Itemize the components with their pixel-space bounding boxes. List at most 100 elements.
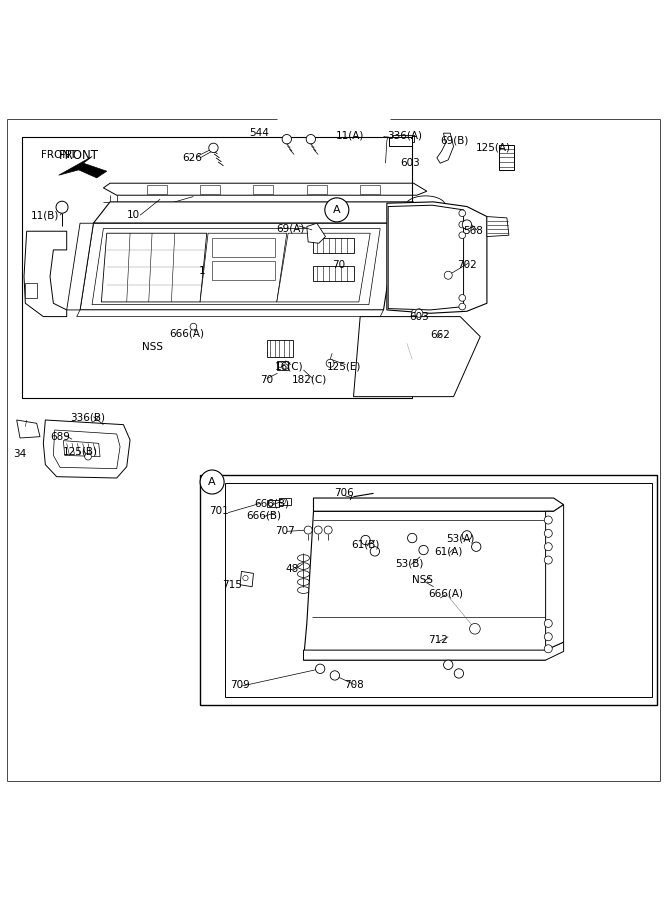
Text: 182(C): 182(C) xyxy=(292,374,327,384)
Circle shape xyxy=(361,536,370,544)
Text: 53(B): 53(B) xyxy=(396,558,424,569)
Text: 53(A): 53(A) xyxy=(446,533,474,543)
Text: 666(B): 666(B) xyxy=(246,510,281,520)
Text: 70: 70 xyxy=(260,375,273,385)
Polygon shape xyxy=(267,340,293,356)
Circle shape xyxy=(315,664,325,673)
Polygon shape xyxy=(200,184,220,194)
Polygon shape xyxy=(240,572,253,587)
Polygon shape xyxy=(53,430,120,469)
Text: 336(B): 336(B) xyxy=(71,413,105,423)
Text: 61(A): 61(A) xyxy=(434,546,462,556)
Text: 34: 34 xyxy=(13,449,27,459)
Text: 603: 603 xyxy=(400,158,420,168)
Circle shape xyxy=(544,516,552,524)
Circle shape xyxy=(462,220,472,230)
Circle shape xyxy=(190,323,197,330)
Text: 715: 715 xyxy=(222,580,242,590)
Circle shape xyxy=(209,143,218,152)
Circle shape xyxy=(459,294,466,302)
Text: 708: 708 xyxy=(344,680,364,689)
Circle shape xyxy=(330,670,340,680)
Circle shape xyxy=(243,575,248,580)
Text: 706: 706 xyxy=(334,489,354,499)
Circle shape xyxy=(459,210,466,217)
Circle shape xyxy=(544,543,552,551)
Polygon shape xyxy=(200,233,287,302)
Circle shape xyxy=(408,534,417,543)
Polygon shape xyxy=(313,498,564,511)
Text: 61(B): 61(B) xyxy=(352,540,380,550)
Text: 336(A): 336(A) xyxy=(388,130,422,140)
Polygon shape xyxy=(267,500,279,507)
Text: FRONT: FRONT xyxy=(41,150,76,160)
Circle shape xyxy=(459,232,466,239)
Text: 603: 603 xyxy=(409,311,429,321)
Polygon shape xyxy=(101,233,207,302)
Bar xyxy=(200,474,657,705)
Text: 1: 1 xyxy=(199,266,205,276)
Bar xyxy=(212,261,275,280)
Polygon shape xyxy=(80,223,397,310)
Text: 544: 544 xyxy=(249,128,269,139)
Circle shape xyxy=(544,644,552,652)
Polygon shape xyxy=(303,642,564,660)
Polygon shape xyxy=(437,133,454,163)
Circle shape xyxy=(470,624,480,634)
Polygon shape xyxy=(313,238,354,253)
Circle shape xyxy=(444,271,452,279)
Polygon shape xyxy=(354,317,480,397)
Circle shape xyxy=(325,198,349,222)
Polygon shape xyxy=(103,184,427,195)
Text: 709: 709 xyxy=(230,680,250,689)
Polygon shape xyxy=(389,137,412,146)
Circle shape xyxy=(200,470,224,494)
Text: 568: 568 xyxy=(464,226,484,236)
Text: 666(B): 666(B) xyxy=(255,499,289,508)
Polygon shape xyxy=(487,217,509,237)
Text: 666(A): 666(A) xyxy=(428,589,463,598)
Polygon shape xyxy=(313,266,354,281)
Polygon shape xyxy=(253,184,273,194)
Polygon shape xyxy=(392,135,414,142)
Circle shape xyxy=(56,202,68,213)
Bar xyxy=(225,483,652,697)
Circle shape xyxy=(280,499,285,504)
Text: 69(B): 69(B) xyxy=(441,136,469,146)
Circle shape xyxy=(277,362,283,367)
Circle shape xyxy=(544,529,552,537)
Polygon shape xyxy=(388,205,464,310)
Circle shape xyxy=(268,500,273,506)
Circle shape xyxy=(459,221,466,228)
Polygon shape xyxy=(307,184,327,194)
Circle shape xyxy=(283,364,288,369)
Text: 48: 48 xyxy=(285,563,299,573)
Polygon shape xyxy=(360,184,380,194)
Circle shape xyxy=(444,660,453,670)
Polygon shape xyxy=(92,229,380,304)
Text: A: A xyxy=(208,477,216,487)
Polygon shape xyxy=(411,309,420,320)
Polygon shape xyxy=(279,498,291,505)
Circle shape xyxy=(324,526,332,534)
Circle shape xyxy=(306,134,315,144)
Polygon shape xyxy=(546,505,564,650)
Circle shape xyxy=(326,359,334,367)
Circle shape xyxy=(304,526,312,534)
Text: 125(A): 125(A) xyxy=(476,143,511,153)
Circle shape xyxy=(462,531,472,540)
Text: 712: 712 xyxy=(428,635,448,645)
Circle shape xyxy=(459,303,466,310)
Text: A: A xyxy=(333,205,341,215)
Polygon shape xyxy=(499,145,514,170)
Text: 125(B): 125(B) xyxy=(63,446,97,456)
Polygon shape xyxy=(25,284,37,298)
Polygon shape xyxy=(43,420,130,478)
Polygon shape xyxy=(63,441,100,456)
Circle shape xyxy=(544,556,552,564)
Polygon shape xyxy=(303,511,554,660)
Polygon shape xyxy=(67,223,93,310)
Circle shape xyxy=(544,633,552,641)
Text: 689: 689 xyxy=(50,432,70,442)
Polygon shape xyxy=(77,310,384,317)
